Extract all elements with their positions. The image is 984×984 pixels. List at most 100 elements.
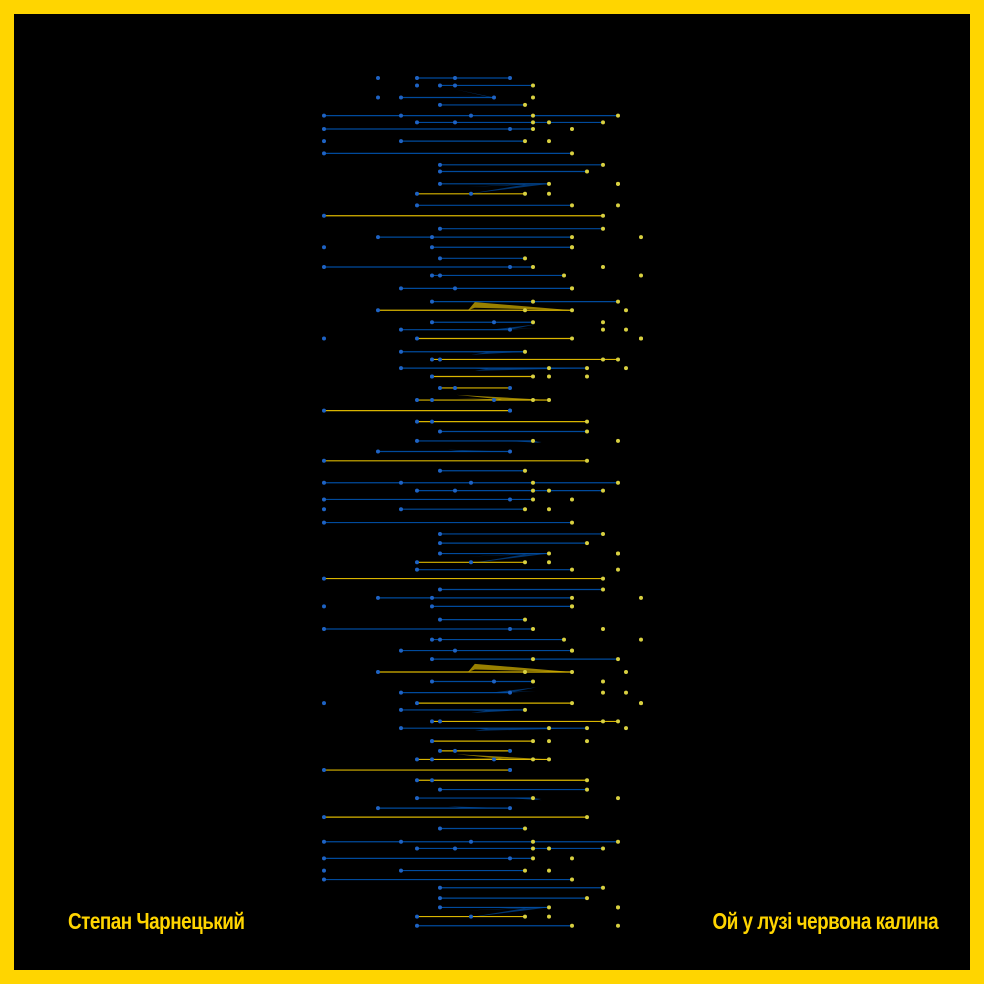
graph-node — [547, 507, 551, 512]
graph-node — [601, 626, 605, 631]
graph-node — [322, 604, 326, 609]
graph-node — [453, 385, 457, 390]
graph-node — [438, 162, 442, 167]
graph-node — [322, 480, 326, 485]
graph-wedge — [456, 754, 549, 760]
graph-node — [430, 604, 434, 609]
graph-node — [531, 264, 535, 269]
graph-node — [531, 839, 535, 844]
graph-node — [399, 648, 403, 653]
graph-node — [531, 480, 535, 485]
graph-node — [624, 327, 628, 332]
graph-node — [639, 336, 643, 341]
melody-graph — [322, 76, 643, 928]
graph-node — [453, 120, 457, 125]
graph-node — [399, 480, 403, 485]
graph-node — [523, 102, 527, 107]
graph-node — [601, 587, 605, 592]
graph-node — [531, 626, 535, 631]
graph-node — [531, 120, 535, 125]
graph-node — [322, 839, 326, 844]
graph-node — [547, 139, 551, 144]
graph-node — [430, 419, 434, 424]
graph-node — [322, 856, 326, 861]
graph-node — [415, 76, 419, 80]
graph-node — [376, 308, 380, 313]
graph-node — [547, 398, 551, 403]
graph-node — [322, 408, 326, 413]
graph-node — [531, 299, 535, 304]
graph-node — [399, 327, 403, 332]
graph-node — [585, 778, 589, 783]
graph-node — [616, 113, 620, 118]
graph-edges — [324, 77, 618, 927]
graph-node — [531, 127, 535, 132]
graph-wedge — [468, 302, 572, 311]
graph-node — [531, 488, 535, 493]
graph-node — [523, 707, 527, 712]
graph-node — [508, 264, 512, 269]
graph-node — [438, 541, 442, 546]
graph-node — [438, 429, 442, 434]
graph-node — [453, 748, 457, 753]
graph-node — [616, 357, 620, 362]
graph-node — [322, 151, 326, 156]
graph-node — [547, 846, 551, 851]
graph-node — [616, 551, 620, 556]
graph-node — [547, 726, 551, 731]
graph-node — [585, 419, 589, 424]
graph-node — [438, 102, 442, 107]
graph-node — [322, 877, 326, 882]
graph-node — [547, 488, 551, 493]
graph-node — [523, 670, 527, 675]
graph-node — [415, 488, 419, 493]
graph-node — [570, 235, 574, 240]
graph-node — [469, 480, 473, 485]
graph-wedge — [448, 449, 510, 452]
graph-node — [570, 336, 574, 341]
graph-wedge — [471, 709, 525, 713]
graph-node — [415, 120, 419, 125]
graph-node — [430, 374, 434, 379]
graph-node — [438, 885, 442, 890]
graph-node — [438, 357, 442, 362]
graph-node — [570, 604, 574, 609]
graph-node — [616, 567, 620, 572]
graph-node — [531, 846, 535, 851]
graph-node — [508, 127, 512, 132]
graph-node — [322, 815, 326, 820]
graph-node — [438, 226, 442, 231]
graph-node — [322, 113, 326, 118]
graph-node — [399, 366, 403, 371]
graph-node — [376, 449, 380, 454]
graph-node — [616, 905, 620, 910]
graph-node — [453, 76, 457, 80]
graph-node — [469, 914, 473, 919]
graph-node — [322, 497, 326, 502]
graph-node — [415, 419, 419, 424]
graph-node — [585, 374, 589, 379]
graph-node — [531, 757, 535, 762]
graph-node — [601, 690, 605, 695]
graph-node — [531, 374, 535, 379]
graph-wedge — [448, 806, 510, 809]
graph-node — [601, 226, 605, 231]
graph-node — [415, 796, 419, 801]
graph-node — [531, 796, 535, 801]
graph-node — [438, 905, 442, 910]
graph-node — [376, 95, 380, 100]
graph-node — [570, 520, 574, 525]
graph-node — [585, 366, 589, 371]
graph-node — [570, 595, 574, 600]
graph-node — [616, 299, 620, 304]
graph-node — [570, 286, 574, 291]
graph-node — [585, 787, 589, 792]
graph-node — [616, 719, 620, 724]
graph-node — [376, 595, 380, 600]
graph-wedge — [491, 324, 537, 330]
graph-node — [601, 719, 605, 724]
graph-node — [415, 923, 419, 928]
graph-node — [492, 757, 496, 762]
graph-node — [601, 885, 605, 890]
